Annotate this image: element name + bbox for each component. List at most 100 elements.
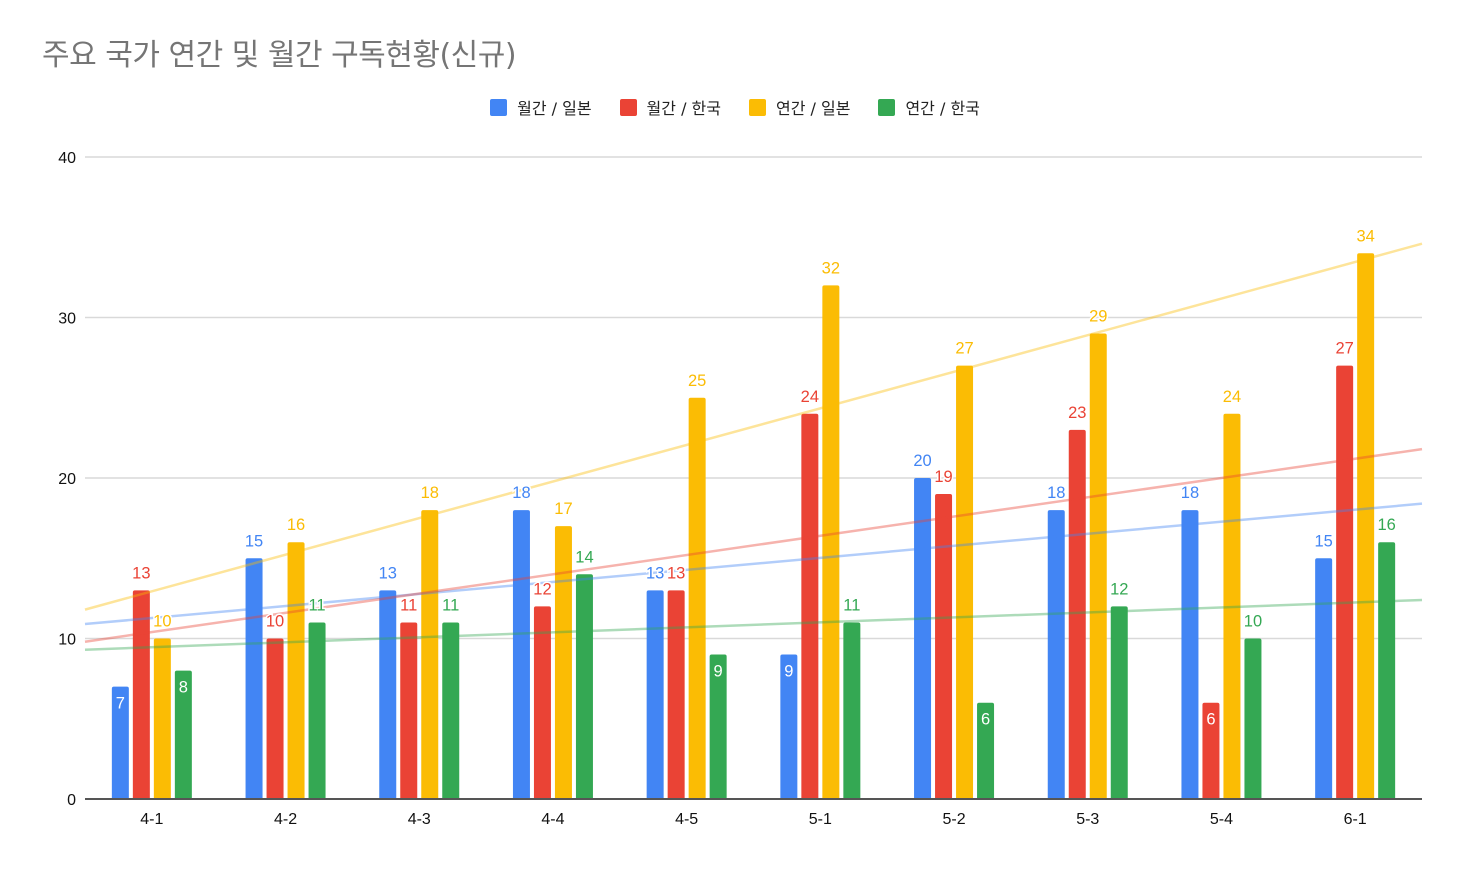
legend-item[interactable]: 연간 / 일본 xyxy=(749,95,850,119)
data-label: 8 xyxy=(179,679,188,697)
bar xyxy=(575,574,593,799)
data-label: 10 xyxy=(153,613,171,631)
x-tick-label: 4-2 xyxy=(274,811,297,828)
data-label: 25 xyxy=(688,372,706,390)
bars xyxy=(111,253,1396,800)
y-tick-label: 40 xyxy=(58,150,76,167)
x-tick-label: 6-1 xyxy=(1344,811,1367,828)
data-label: 27 xyxy=(1335,340,1353,358)
data-label: 16 xyxy=(1377,516,1395,534)
bar xyxy=(308,622,326,799)
bar xyxy=(1068,429,1086,799)
data-label: 24 xyxy=(801,388,819,406)
x-tick-label: 5-4 xyxy=(1210,811,1233,828)
data-label: 13 xyxy=(646,564,664,582)
chart-title: 주요 국가 연간 및 월간 구독현황(신규) xyxy=(42,38,517,73)
bar xyxy=(1315,558,1333,799)
data-label: 10 xyxy=(266,613,284,631)
bar xyxy=(801,413,819,799)
bar xyxy=(1223,413,1241,799)
bar xyxy=(266,638,284,799)
bar xyxy=(421,510,439,799)
data-label: 18 xyxy=(421,484,439,502)
data-label: 13 xyxy=(132,564,150,582)
bar xyxy=(132,590,150,799)
y-tick-label: 30 xyxy=(58,311,76,328)
x-tick-label: 5-3 xyxy=(1076,811,1099,828)
trendline xyxy=(84,447,1423,643)
bar xyxy=(709,654,727,799)
data-label: 12 xyxy=(1110,580,1128,598)
data-label: 16 xyxy=(287,516,305,534)
x-tick-label: 4-4 xyxy=(541,811,564,828)
data-label: 24 xyxy=(1223,388,1241,406)
bar xyxy=(442,622,460,799)
data-label: 9 xyxy=(784,663,793,681)
data-label: 20 xyxy=(913,452,931,470)
legend-swatch xyxy=(878,98,896,116)
data-label: 19 xyxy=(934,468,952,486)
bar xyxy=(1202,702,1220,799)
legend-label: 연간 / 한국 xyxy=(905,99,980,118)
bar xyxy=(1244,638,1262,799)
trendline xyxy=(84,598,1423,651)
trendline xyxy=(84,502,1423,626)
data-label: 18 xyxy=(1181,484,1199,502)
data-label: 15 xyxy=(1314,532,1332,550)
legend-label: 연간 / 일본 xyxy=(776,99,851,118)
legend-swatch xyxy=(490,98,508,116)
bar xyxy=(1357,253,1375,800)
bar xyxy=(1089,333,1107,799)
data-label: 6 xyxy=(1206,711,1215,729)
data-label: 9 xyxy=(714,663,723,681)
bar xyxy=(379,590,397,799)
bar xyxy=(245,558,263,799)
data-label: 10 xyxy=(1244,613,1262,631)
data-label: 34 xyxy=(1356,227,1374,245)
data-label: 12 xyxy=(533,580,551,598)
x-tick-label: 5-2 xyxy=(942,811,965,828)
bar xyxy=(1047,510,1065,799)
data-label: 13 xyxy=(379,564,397,582)
bar xyxy=(1181,510,1199,799)
data-label: 6 xyxy=(981,711,990,729)
data-label: 11 xyxy=(442,596,459,614)
data-label: 11 xyxy=(843,596,860,614)
data-label: 29 xyxy=(1089,308,1107,326)
chart-legend: 월간 / 일본 월간 / 한국 연간 / 일본 연간 / 한국 xyxy=(0,95,1462,119)
bar xyxy=(174,670,192,799)
bar xyxy=(1378,542,1396,799)
bar xyxy=(554,526,572,799)
data-label: 32 xyxy=(822,259,840,277)
data-label: 18 xyxy=(512,484,530,502)
legend-swatch xyxy=(749,98,766,116)
bar xyxy=(914,478,932,799)
legend-label: 월간 / 한국 xyxy=(646,99,721,118)
data-label: 7 xyxy=(116,695,125,713)
bar xyxy=(667,590,685,799)
data-label: 14 xyxy=(575,548,593,566)
data-label: 11 xyxy=(308,596,325,614)
y-tick-label: 0 xyxy=(67,792,76,809)
legend-item[interactable]: 월간 / 한국 xyxy=(619,95,721,119)
data-label: 23 xyxy=(1068,404,1086,422)
bar xyxy=(843,622,861,799)
bar xyxy=(977,702,995,799)
legend-item[interactable]: 월간 / 일본 xyxy=(490,95,592,119)
bar xyxy=(822,285,840,799)
bar xyxy=(956,365,974,799)
x-tick-label: 5-1 xyxy=(809,811,832,828)
data-label: 27 xyxy=(955,340,973,358)
bar xyxy=(533,606,551,799)
bar xyxy=(153,638,171,799)
bar xyxy=(688,397,706,799)
bar xyxy=(400,622,418,799)
data-label: 15 xyxy=(245,532,263,550)
bar xyxy=(111,686,129,799)
trendline xyxy=(84,242,1423,611)
legend-label: 월간 / 일본 xyxy=(517,99,592,118)
bar xyxy=(646,590,664,799)
bar xyxy=(1110,606,1128,799)
legend-item[interactable]: 연간 / 한국 xyxy=(878,95,980,119)
